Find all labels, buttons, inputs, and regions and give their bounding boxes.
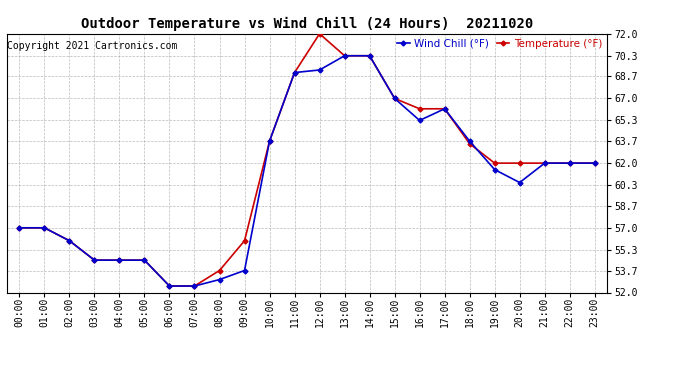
Temperature (°F)	[440, 106, 449, 111]
Wind Chill (°F)	[591, 161, 599, 165]
Text: Copyright 2021 Cartronics.com: Copyright 2021 Cartronics.com	[7, 41, 177, 51]
Wind Chill (°F)	[140, 258, 148, 262]
Wind Chill (°F)	[215, 278, 224, 282]
Wind Chill (°F)	[90, 258, 99, 262]
Wind Chill (°F)	[166, 284, 174, 288]
Wind Chill (°F)	[540, 161, 549, 165]
Temperature (°F)	[340, 54, 348, 58]
Wind Chill (°F)	[491, 167, 499, 172]
Temperature (°F)	[540, 161, 549, 165]
Temperature (°F)	[566, 161, 574, 165]
Temperature (°F)	[15, 226, 23, 230]
Title: Outdoor Temperature vs Wind Chill (24 Hours)  20211020: Outdoor Temperature vs Wind Chill (24 Ho…	[81, 17, 533, 31]
Wind Chill (°F)	[566, 161, 574, 165]
Wind Chill (°F)	[40, 226, 48, 230]
Legend: Wind Chill (°F), Temperature (°F): Wind Chill (°F), Temperature (°F)	[397, 39, 602, 49]
Wind Chill (°F)	[440, 106, 449, 111]
Wind Chill (°F)	[15, 226, 23, 230]
Temperature (°F)	[515, 161, 524, 165]
Temperature (°F)	[415, 106, 424, 111]
Temperature (°F)	[66, 238, 74, 243]
Temperature (°F)	[215, 268, 224, 273]
Wind Chill (°F)	[415, 118, 424, 123]
Temperature (°F)	[240, 238, 248, 243]
Wind Chill (°F)	[366, 54, 374, 58]
Wind Chill (°F)	[190, 284, 199, 288]
Wind Chill (°F)	[315, 68, 324, 72]
Temperature (°F)	[591, 161, 599, 165]
Wind Chill (°F)	[466, 139, 474, 143]
Line: Temperature (°F): Temperature (°F)	[18, 32, 596, 288]
Wind Chill (°F)	[66, 238, 74, 243]
Wind Chill (°F)	[240, 268, 248, 273]
Temperature (°F)	[40, 226, 48, 230]
Wind Chill (°F)	[515, 180, 524, 185]
Line: Wind Chill (°F): Wind Chill (°F)	[18, 54, 596, 288]
Temperature (°F)	[115, 258, 124, 262]
Temperature (°F)	[90, 258, 99, 262]
Temperature (°F)	[140, 258, 148, 262]
Wind Chill (°F)	[266, 139, 274, 143]
Temperature (°F)	[391, 96, 399, 101]
Temperature (°F)	[366, 54, 374, 58]
Temperature (°F)	[290, 70, 299, 75]
Wind Chill (°F)	[115, 258, 124, 262]
Temperature (°F)	[266, 139, 274, 143]
Wind Chill (°F)	[391, 96, 399, 101]
Temperature (°F)	[491, 161, 499, 165]
Temperature (°F)	[315, 32, 324, 36]
Temperature (°F)	[190, 284, 199, 288]
Temperature (°F)	[466, 141, 474, 146]
Temperature (°F)	[166, 284, 174, 288]
Wind Chill (°F)	[340, 54, 348, 58]
Wind Chill (°F)	[290, 70, 299, 75]
